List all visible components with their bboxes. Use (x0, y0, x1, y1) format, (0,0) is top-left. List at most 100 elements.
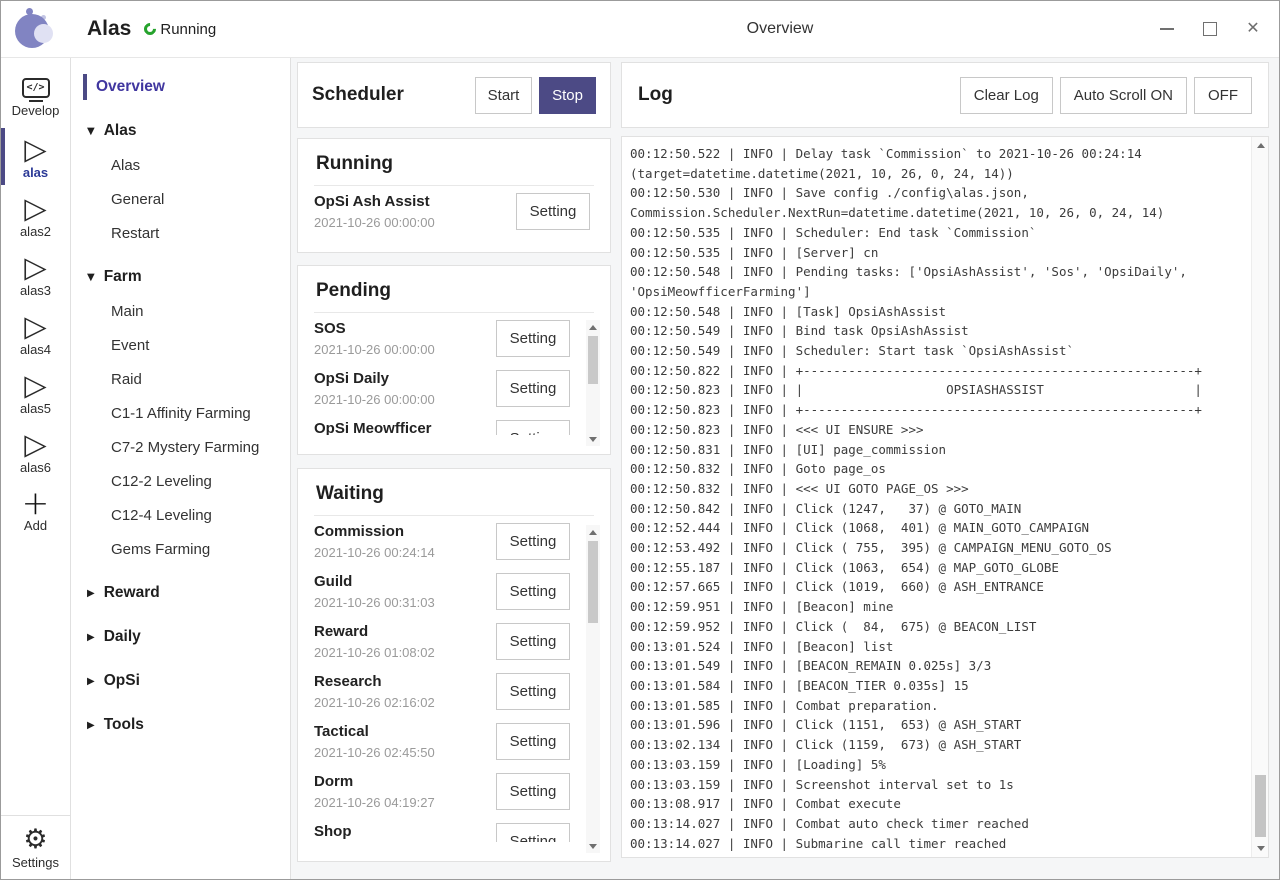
log-lines[interactable]: 00:12:50.522 | INFO | Delay task `Commis… (622, 137, 1251, 857)
log-line: 00:12:50.549 | INFO | Scheduler: Start t… (630, 343, 1075, 359)
log-line: 00:12:57.665 | INFO | Click (1019, 660) … (630, 579, 1044, 595)
page-title: Overview (746, 20, 814, 37)
scroll-down-icon[interactable] (586, 432, 600, 446)
log-line: 00:12:50.535 | INFO | Scheduler: End tas… (630, 224, 1037, 240)
stop-button[interactable]: Stop (539, 76, 596, 114)
log-line: (target=datetime.datetime(2021, 10, 26, … (630, 165, 1014, 181)
log-line: 00:12:50.842 | INFO | Click (1247, 37) @… (630, 500, 1022, 516)
setting-button[interactable]: Setting (496, 370, 570, 407)
nav-group-opsi[interactable]: ▶ OpSi (71, 664, 290, 698)
minimize-button[interactable] (1153, 15, 1181, 43)
sidebar-item-alas3[interactable]: ▷ alas3 (1, 245, 70, 304)
setting-button[interactable]: Setting (496, 320, 570, 357)
log-line: 00:12:55.187 | INFO | Click (1063, 654) … (630, 559, 1059, 575)
scrollbar-thumb[interactable] (1255, 775, 1266, 837)
setting-button[interactable]: Setting (496, 673, 570, 710)
window-controls (1153, 1, 1267, 57)
setting-button[interactable]: Setting (496, 623, 570, 660)
sidebar-item-label: Develop (11, 102, 60, 118)
nav-group-farm[interactable]: ▼ Farm (71, 260, 290, 294)
nav-item-general[interactable]: General (111, 190, 165, 208)
log-line: 00:13:01.584 | INFO | [BEACON_TIER 0.035… (630, 677, 969, 693)
setting-button[interactable]: Setting (516, 193, 590, 230)
app-title: Alas (87, 17, 132, 40)
nav-group-label: Tools (103, 716, 144, 733)
log-line: 00:12:50.548 | INFO | Pending tasks: ['O… (630, 264, 1187, 280)
auto-scroll-off-button[interactable]: OFF (1194, 76, 1252, 114)
nav-item-alas[interactable]: Alas (111, 156, 141, 174)
scheduler-panel: Scheduler Start Stop (297, 62, 611, 128)
log-scrollbar[interactable] (1251, 137, 1268, 857)
sidebar-item-develop[interactable]: </> Develop (1, 68, 70, 127)
nav-item-c12-2-leveling[interactable]: C12-2 Leveling (111, 472, 212, 490)
nav-item-main[interactable]: Main (111, 302, 144, 320)
setting-button[interactable]: Setting (496, 523, 570, 560)
panel-title: Pending (314, 278, 594, 313)
task-next-run: 2021-10-26 00:24:14 (314, 545, 435, 560)
sidebar-item-alas[interactable]: ▷ alas (1, 127, 70, 186)
nav-item-event[interactable]: Event (111, 336, 150, 354)
nav-item-c1-1-affinity-farming[interactable]: C1-1 Affinity Farming (111, 404, 251, 422)
setting-button[interactable]: Setting (496, 823, 570, 842)
triangle-up-glyph (589, 529, 597, 535)
setting-button[interactable]: Setting (496, 773, 570, 810)
log-line: 00:13:03.159 | INFO | [Loading] 5% (630, 756, 886, 772)
titlebar: Alas Running Overview (1, 1, 1279, 58)
nav-group-tools[interactable]: ▶ Tools (71, 708, 290, 742)
scroll-up-icon[interactable] (586, 320, 600, 334)
scroll-up-icon[interactable] (586, 525, 600, 539)
waiting-scrollbar[interactable] (586, 525, 600, 853)
nav-item-gems-farming[interactable]: Gems Farming (111, 540, 211, 558)
scrollbar-thumb[interactable] (588, 336, 598, 384)
log-line: 00:12:52.444 | INFO | Click (1068, 401) … (630, 520, 1090, 536)
scroll-down-icon[interactable] (1252, 840, 1269, 857)
pending-scrollbar[interactable] (586, 320, 600, 446)
task-row: OpSi Ash Assist 2021-10-26 00:00:00 Settin… (314, 186, 594, 233)
nav-menu: Overview ▼ Alas Alas General Restart ▼ Farm Main… (71, 58, 291, 879)
sidebar-item-alas5[interactable]: ▷ alas5 (1, 363, 70, 422)
maximize-button[interactable] (1196, 15, 1224, 43)
triangle-right-icon: ▶ (87, 587, 95, 599)
panel-title: Running (314, 151, 594, 186)
start-button[interactable]: Start (475, 76, 532, 114)
nav-group-alas[interactable]: ▼ Alas (71, 114, 290, 148)
running-panel: Running OpSi Ash Assist 2021-10-26 00:00:0… (297, 138, 611, 253)
sidebar-item-add[interactable]: + Add (1, 481, 70, 540)
task-row: Tactical 2021-10-26 02:45:50 Setting (314, 716, 594, 766)
log-header-panel: Log Clear Log Auto Scroll ON OFF (621, 62, 1269, 128)
close-button[interactable] (1239, 15, 1267, 43)
sidebar-item-alas2[interactable]: ▷ alas2 (1, 186, 70, 245)
task-name: OpSi Meowfficer Farming (314, 420, 432, 435)
log-line: 00:12:50.530 | INFO | Save config ./conf… (630, 185, 1029, 201)
clear-log-button[interactable]: Clear Log (959, 76, 1053, 114)
nav-item-raid[interactable]: Raid (111, 370, 142, 388)
nav-item-c7-2-mystery-farming[interactable]: C7-2 Mystery Farming (111, 438, 260, 456)
plus-icon: + (21, 482, 50, 522)
scrollbar-thumb[interactable] (588, 541, 598, 623)
auto-scroll-on-button[interactable]: Auto Scroll ON (1059, 76, 1187, 114)
setting-button[interactable]: Setting (496, 573, 570, 610)
task-name: Shop (314, 823, 352, 840)
log-line: 00:12:59.951 | INFO | [Beacon] mine (630, 599, 894, 615)
nav-group-label: Farm (103, 268, 142, 285)
task-next-run: 2021-10-26 02:16:02 (314, 695, 435, 710)
triangle-down-icon: ▼ (87, 271, 95, 283)
nav-group-reward[interactable]: ▶ Reward (71, 576, 290, 610)
setting-button[interactable]: Setting (496, 420, 570, 435)
scroll-down-icon[interactable] (586, 839, 600, 853)
sidebar-item-alas4[interactable]: ▷ alas4 (1, 304, 70, 363)
nav-group-label: Daily (103, 628, 141, 645)
sidebar-item-alas6[interactable]: ▷ alas6 (1, 422, 70, 481)
nav-item-overview[interactable]: Overview (71, 70, 290, 104)
content: Scheduler Start Stop Log Clear Log Auto S… (291, 58, 1279, 879)
status-label: Running (160, 20, 217, 38)
nav-group-daily[interactable]: ▶ Daily (71, 620, 290, 654)
nav-item-restart[interactable]: Restart (111, 224, 160, 242)
sidebar-item-settings[interactable]: ⚙ Settings (1, 815, 70, 879)
log-line: 00:12:53.492 | INFO | Click ( 755, 395) … (630, 540, 1112, 556)
sidebar-item-label: alas3 (19, 282, 52, 298)
log-panel: 00:12:50.522 | INFO | Delay task `Commis… (621, 136, 1269, 858)
setting-button[interactable]: Setting (496, 723, 570, 760)
nav-item-c12-4-leveling[interactable]: C12-4 Leveling (111, 506, 212, 524)
scroll-up-icon[interactable] (1252, 137, 1269, 154)
